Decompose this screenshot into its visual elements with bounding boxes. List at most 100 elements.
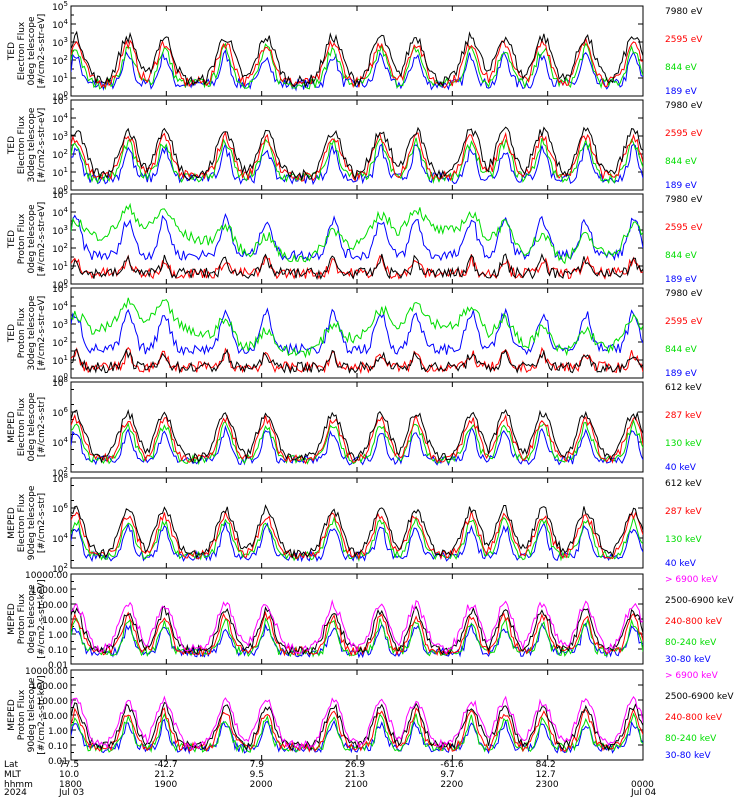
- y-axis-label-line: Proton Flux: [17, 307, 27, 358]
- y-tick-exponent: 4: [64, 300, 69, 308]
- y-axis-label-line: [#/cm2-s-str]: [37, 493, 47, 553]
- series-trace: [71, 30, 643, 88]
- y-tick-exponent: 1: [64, 260, 68, 268]
- y-tick-label: 101: [52, 354, 68, 367]
- y-tick-exponent: 4: [64, 436, 69, 444]
- y-axis-label: TEDElectron Flux30deg telescope[#/cm2-s-…: [7, 107, 47, 182]
- y-tick-exponent: 0: [64, 372, 68, 380]
- x-axis-hhmm-value: 2200: [440, 780, 463, 790]
- y-tick-exponent: 0: [64, 184, 68, 192]
- y-axis-label-line: 0deg telescope: [27, 584, 37, 654]
- y-tick-exponent: 2: [64, 148, 68, 156]
- y-axis-label-line: [#/cm2-s-str-keV]: [37, 675, 47, 754]
- legend-entry: 844 eV: [665, 63, 698, 73]
- legend-entry: 2500-6900 keV: [665, 596, 734, 606]
- y-axis-label-line: [#/cm2-s-str]: [37, 397, 47, 457]
- legend-entry: 2500-6900 keV: [665, 692, 734, 702]
- legend-entry: 844 eV: [665, 345, 698, 355]
- y-tick-label: 106: [52, 406, 68, 419]
- series-trace: [71, 36, 643, 89]
- panel-traces: [71, 297, 643, 375]
- legend-entry: 189 eV: [665, 87, 698, 97]
- legend-entry: 189 eV: [665, 181, 698, 191]
- y-tick-exponent: 8: [64, 376, 68, 384]
- y-axis-label: MEPEDProton Flux0deg telescope[#/cm2-s-s…: [7, 579, 47, 658]
- panel-traces: [71, 695, 643, 755]
- y-axis-label-line: MEPED: [7, 507, 17, 539]
- y-axis-label-line: [#/cm2-s-str-eV]: [37, 202, 47, 277]
- series-trace: [71, 297, 643, 359]
- series-trace: [71, 212, 643, 262]
- legend-entry: 30-80 keV: [665, 751, 711, 761]
- legend-entry: 240-800 keV: [665, 617, 723, 627]
- x-axis-mlt-value: 12.7: [536, 770, 556, 780]
- y-axis-label-line: Proton Flux: [17, 689, 27, 740]
- legend-entry: 7980 eV: [665, 101, 703, 111]
- y-tick-label: 101: [52, 260, 68, 273]
- series-trace: [71, 307, 643, 357]
- y-axis-label: TEDElectron Flux0deg telescope[#/cm2-s-s…: [7, 14, 47, 89]
- y-tick-label: 104: [52, 300, 68, 313]
- y-tick-label: 104: [52, 532, 68, 545]
- y-tick-label: 102: [52, 336, 68, 349]
- y-tick-exponent: 2: [64, 54, 68, 62]
- x-axis-mlt-value: 21.2: [154, 770, 174, 780]
- x-axis-row-label: 2024: [4, 788, 27, 798]
- legend-entry: 30-80 keV: [665, 655, 711, 665]
- y-tick-label: 104: [52, 436, 68, 449]
- series-trace: [71, 202, 643, 265]
- y-axis-label: MEPEDProton Flux90deg telescope[#/cm2-s-…: [7, 675, 47, 754]
- legend-entry: 2595 eV: [665, 129, 703, 139]
- y-axis-label: MEPEDElectron Flux0deg telescope[#/cm2-s…: [7, 392, 47, 462]
- series-trace: [71, 126, 643, 181]
- y-tick-label: 0.01: [48, 661, 68, 671]
- y-tick-label: 106: [52, 502, 68, 515]
- y-tick-label: 103: [52, 224, 68, 237]
- x-axis-row-label: Lat: [4, 760, 19, 770]
- x-axis-hhmm-value: 1900: [154, 780, 177, 790]
- legend-entry: 612 keV: [665, 383, 702, 393]
- y-tick-exponent: 1: [64, 354, 68, 362]
- x-axis-lat-value: -42.7: [154, 760, 177, 770]
- y-tick-exponent: 6: [64, 502, 69, 510]
- y-tick-exponent: 1: [64, 166, 68, 174]
- y-tick-label: 102: [52, 54, 68, 67]
- y-axis-label-line: 30deg telescope: [27, 107, 37, 182]
- series-trace: [71, 695, 643, 751]
- legend-entry: 287 keV: [665, 411, 702, 421]
- series-trace: [71, 522, 643, 563]
- legend-entry: 2595 eV: [665, 317, 703, 327]
- series-trace: [71, 348, 643, 375]
- y-tick-exponent: 4: [64, 206, 69, 214]
- y-axis-label-line: 90deg telescope: [27, 677, 37, 752]
- legend-entry: 189 eV: [665, 369, 698, 379]
- y-axis-label-line: 30deg telescope: [27, 295, 37, 370]
- y-tick-label: 10.00: [42, 712, 68, 722]
- x-axis-row-label: MLT: [4, 770, 22, 780]
- x-axis-lat-value: 26.9: [345, 760, 365, 770]
- series-trace: [71, 424, 643, 467]
- x-axis-row-label: hhmm: [4, 780, 33, 790]
- series-trace: [71, 49, 643, 92]
- y-tick-label: 10.00: [42, 616, 68, 626]
- x-axis-lat-value: 84.2: [536, 760, 556, 770]
- y-axis-label: TEDProton Flux0deg telescope[#/cm2-s-str…: [7, 202, 47, 277]
- y-tick-exponent: 5: [64, 0, 68, 8]
- series-trace: [71, 346, 643, 375]
- y-tick-exponent: 4: [64, 532, 69, 540]
- series-trace: [71, 702, 643, 752]
- x-axis-date-value: Jul 03: [58, 788, 84, 798]
- legend-entry: 844 eV: [665, 251, 698, 261]
- legend-entry: 844 eV: [665, 157, 698, 167]
- legend-entry: 2595 eV: [665, 35, 703, 45]
- y-tick-label: 102: [52, 148, 68, 161]
- y-tick-exponent: 3: [64, 36, 68, 44]
- x-axis-lat-value: -61.6: [440, 760, 464, 770]
- y-tick-exponent: 0: [64, 278, 68, 286]
- series-trace: [71, 408, 643, 464]
- y-tick-label: 101: [52, 72, 68, 85]
- y-axis-label-line: [#/cm2-s-str-eV]: [37, 108, 47, 183]
